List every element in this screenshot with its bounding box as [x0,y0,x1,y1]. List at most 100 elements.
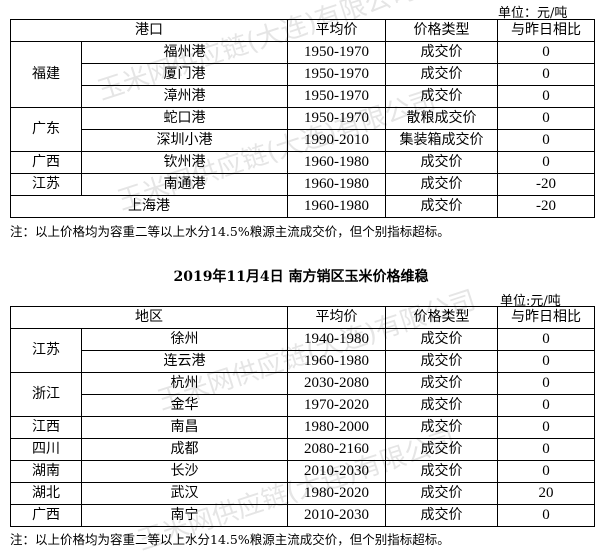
type-cell: 成交价 [385,394,498,417]
change-cell: 0 [497,63,595,86]
change-cell: 0 [497,372,595,395]
price-cell: 1960-1980 [287,173,386,196]
region-cell: 广东 [10,107,82,152]
type-cell: 成交价 [385,328,498,351]
region-cell: 湖南 [10,460,82,483]
type-cell: 成交价 [385,173,498,196]
table-row: 广西 钦州港 1960-1980 成交价 0 [10,151,595,174]
port-cell: 蛇口港 [81,107,288,130]
type-cell: 成交价 [385,416,498,439]
table-row: 连云港 1960-1980 成交价 0 [11,350,595,373]
region-cell: 江苏 [10,173,82,196]
price-cell: 2080-2160 [287,438,386,461]
region-cell: 江苏 [10,328,82,373]
header-type: 价格类型 [385,306,498,329]
change-cell: 0 [497,129,595,152]
type-cell: 成交价 [385,438,498,461]
port-cell: 福州港 [81,41,288,64]
region-cell: 福建 [10,41,82,108]
table-row: 金华 1970-2020 成交价 0 [11,394,595,417]
note-text: 注：以上价格均为容重二等以上水分14.5%粮源主流成交价，但个别指标超标。 [10,224,450,239]
price-cell: 1950-1970 [287,107,386,130]
port-cell: 钦州港 [81,151,288,174]
change-cell: 0 [497,460,595,483]
change-cell: 0 [497,151,595,174]
city-cell: 徐州 [81,328,288,351]
header-port: 港口 [10,19,288,42]
table-row: 广东 蛇口港 1950-1970 散粮成交价 0 [10,107,595,152]
table-row: 湖南 长沙 2010-2030 成交价 0 [10,460,595,483]
port-cell: 漳州港 [81,85,288,108]
port-price-table: 港口 平均价 价格类型 与昨日相比 福建 福州港 1950-1970 成交价 0… [10,19,595,218]
unit-label: 单位：元/吨 [498,6,568,21]
region-cell: 湖北 [10,482,82,505]
table-header: 地区 平均价 价格类型 与昨日相比 [10,306,595,329]
type-cell: 成交价 [385,85,498,108]
table-row: 湖北 武汉 1980-2020 成交价 20 [10,482,595,505]
table-row: 广西 南宁 2010-2030 成交价 0 [10,504,595,527]
port-cell: 深圳小港 [81,129,288,152]
city-cell: 连云港 [81,350,288,373]
change-cell: 0 [497,107,595,130]
price-cell: 1960-1980 [287,350,386,373]
south-price-table: 地区 平均价 价格类型 与昨日相比 江苏 徐州 1940-1980 成交价 0 … [10,306,595,527]
city-cell: 南宁 [81,504,288,527]
type-cell: 集装箱成交价 [385,129,498,152]
header-change: 与昨日相比 [497,19,595,42]
port-cell: 南通港 [81,173,288,196]
price-cell: 1950-1970 [287,63,386,86]
price-cell: 2010-2030 [287,460,386,483]
price-cell: 1960-1980 [287,151,386,174]
type-cell: 散粮成交价 [385,107,498,130]
price-cell: 1980-2020 [287,482,386,505]
type-cell: 成交价 [385,460,498,483]
region-cell: 广西 [10,151,82,174]
table-row: 江西 南昌 1980-2000 成交价 0 [10,416,595,439]
type-cell: 成交价 [385,151,498,174]
price-cell: 1950-1970 [287,41,386,64]
table-row: 漳州港 1950-1970 成交价 0 [11,85,595,108]
price-cell: 2030-2080 [287,372,386,395]
table-row: 江苏 徐州 1940-1980 成交价 0 [10,328,595,373]
change-cell: -20 [497,173,595,196]
city-cell: 成都 [81,438,288,461]
section-title: 2019年11月4日 南方销区玉米价格维稳 [173,269,429,285]
price-cell: 1960-1980 [287,195,386,218]
change-cell: 20 [497,482,595,505]
note-text: 注：以上价格均为容重二等以上水分14.5%粮源主流成交价，但个别指标超标。 [10,532,450,547]
city-cell: 武汉 [81,482,288,505]
region-cell: 江西 [10,416,82,439]
price-cell: 1970-2020 [287,394,386,417]
region-cell: 广西 [10,504,82,527]
type-cell: 成交价 [385,504,498,527]
unit-label: 单位:元/吨 [500,294,561,309]
change-cell: 0 [497,350,595,373]
port-cell: 上海港 [10,195,288,218]
table-row: 四川 成都 2080-2160 成交价 0 [10,438,595,461]
change-cell: 0 [497,85,595,108]
region-cell: 浙江 [10,372,82,417]
city-cell: 杭州 [81,372,288,395]
region-cell: 四川 [10,438,82,461]
change-cell: 0 [497,416,595,439]
type-cell: 成交价 [385,482,498,505]
city-cell: 金华 [81,394,288,417]
price-cell: 1940-1980 [287,328,386,351]
header-price: 平均价 [287,306,386,329]
type-cell: 成交价 [385,63,498,86]
type-cell: 成交价 [385,372,498,395]
change-cell: 0 [497,41,595,64]
price-cell: 2010-2030 [287,504,386,527]
change-cell: 0 [497,504,595,527]
header-region: 地区 [10,306,288,329]
type-cell: 成交价 [385,41,498,64]
table-row: 上海港 1960-1980 成交价 -20 [10,195,595,218]
type-cell: 成交价 [385,350,498,373]
change-cell: 0 [497,328,595,351]
header-type: 价格类型 [385,19,498,42]
port-cell: 厦门港 [81,63,288,86]
table-row: 深圳小港 1990-2010 集装箱成交价 0 [11,129,595,152]
change-cell: 0 [497,394,595,417]
table-row: 厦门港 1950-1970 成交价 0 [11,63,595,86]
table-row: 浙江 杭州 2030-2080 成交价 0 [10,372,595,417]
